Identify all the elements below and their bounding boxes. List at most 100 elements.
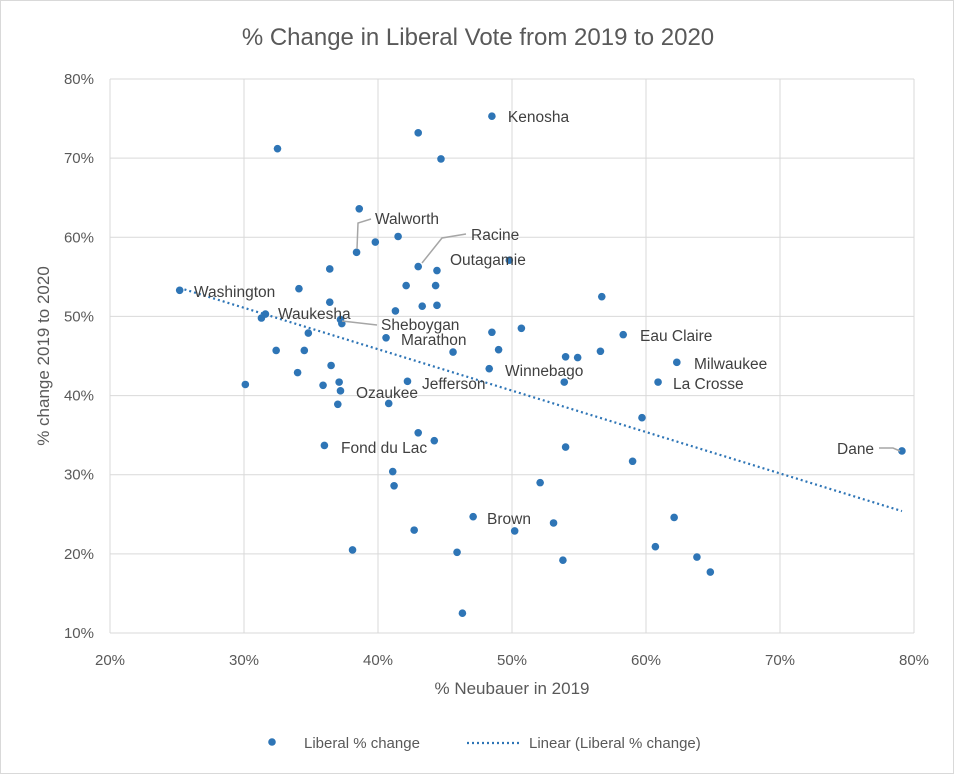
data-point bbox=[334, 400, 342, 409]
y-tick-label: 20% bbox=[64, 546, 94, 563]
data-point bbox=[319, 381, 327, 390]
data-point bbox=[320, 441, 329, 450]
data-point bbox=[384, 399, 393, 408]
data-point bbox=[355, 204, 364, 213]
point-label: Marathon bbox=[401, 332, 466, 349]
point-label: Brown bbox=[487, 511, 531, 528]
data-point bbox=[898, 447, 906, 455]
data-point bbox=[505, 256, 514, 265]
point-label: Milwaukee bbox=[694, 356, 767, 373]
data-point bbox=[469, 512, 477, 521]
data-point bbox=[573, 353, 582, 362]
label-leader-line bbox=[341, 320, 378, 326]
data-point bbox=[175, 286, 184, 295]
point-label: Sheboygan bbox=[381, 317, 459, 334]
data-point bbox=[510, 527, 519, 535]
data-point bbox=[619, 330, 628, 339]
linear-trendline bbox=[179, 286, 903, 513]
data-point bbox=[293, 368, 302, 377]
data-point bbox=[596, 347, 605, 356]
data-point bbox=[651, 542, 660, 551]
data-point bbox=[371, 238, 380, 246]
point-labels: Kenosha Walworth Racine Outagamie Washington… bbox=[194, 109, 901, 528]
point-label: Winnebago bbox=[505, 363, 583, 380]
data-point bbox=[414, 428, 423, 437]
y-tick-label: 30% bbox=[64, 467, 94, 484]
data-point bbox=[561, 443, 570, 451]
data-point bbox=[327, 361, 335, 370]
data-point bbox=[391, 307, 400, 315]
y-axis-ticks: 10% 20% 30% 40% 50% 60% 70% 80% bbox=[64, 71, 94, 642]
point-label: Racine bbox=[471, 227, 519, 244]
data-point bbox=[458, 609, 467, 618]
data-point bbox=[241, 380, 250, 389]
data-point bbox=[706, 568, 715, 576]
data-points bbox=[175, 112, 906, 618]
legend: Liberal % change Linear (Liberal % chang… bbox=[268, 735, 701, 752]
data-point bbox=[559, 556, 567, 564]
x-tick-label: 20% bbox=[95, 652, 125, 669]
chart-title: % Change in Liberal Vote from 2019 to 20… bbox=[242, 24, 714, 51]
data-point bbox=[654, 378, 662, 386]
y-tick-label: 50% bbox=[64, 308, 94, 325]
data-point bbox=[295, 284, 303, 293]
label-leader-line bbox=[879, 447, 901, 452]
y-tick-label: 60% bbox=[64, 229, 94, 246]
data-point bbox=[272, 346, 280, 355]
data-point bbox=[390, 481, 398, 490]
x-tick-label: 70% bbox=[765, 652, 795, 669]
data-point bbox=[402, 281, 410, 290]
point-label: Fond du Lac bbox=[341, 440, 427, 457]
data-point bbox=[388, 467, 397, 476]
gridlines bbox=[109, 78, 915, 634]
y-tick-label: 40% bbox=[64, 388, 94, 405]
legend-label-points: Liberal % change bbox=[304, 735, 420, 752]
data-point bbox=[348, 546, 357, 554]
x-tick-label: 80% bbox=[899, 652, 929, 669]
point-label: Kenosha bbox=[508, 109, 570, 126]
data-point bbox=[352, 248, 361, 257]
data-point bbox=[335, 378, 343, 386]
data-point bbox=[433, 266, 441, 275]
point-label: Washington bbox=[194, 284, 275, 301]
data-point bbox=[437, 155, 445, 163]
data-point bbox=[325, 298, 334, 306]
data-point bbox=[517, 324, 526, 333]
data-point bbox=[536, 478, 544, 487]
y-axis-title: % change 2019 to 2020 bbox=[34, 266, 53, 446]
y-tick-label: 70% bbox=[64, 150, 94, 167]
data-point bbox=[453, 548, 461, 557]
data-point bbox=[300, 346, 309, 355]
point-label: Dane bbox=[837, 441, 874, 458]
legend-label-trendline: Linear (Liberal % change) bbox=[529, 735, 701, 752]
x-tick-label: 30% bbox=[229, 652, 259, 669]
data-point bbox=[403, 377, 412, 386]
data-point bbox=[597, 292, 606, 301]
data-point bbox=[410, 526, 418, 534]
data-point bbox=[430, 436, 439, 445]
point-label: Outagamie bbox=[450, 252, 526, 269]
data-point bbox=[449, 348, 457, 356]
label-leader-line bbox=[421, 233, 467, 264]
data-point bbox=[693, 553, 701, 561]
y-tick-label: 80% bbox=[64, 71, 94, 88]
data-point bbox=[485, 364, 494, 373]
point-label: Eau Claire bbox=[640, 328, 712, 345]
point-label: Walworth bbox=[375, 211, 439, 228]
data-point bbox=[431, 281, 440, 290]
point-label: Ozaukee bbox=[356, 385, 418, 402]
data-point bbox=[494, 345, 503, 354]
data-point bbox=[394, 232, 402, 241]
data-point bbox=[382, 333, 390, 342]
data-point bbox=[273, 144, 282, 153]
x-tick-label: 40% bbox=[363, 652, 393, 669]
data-point bbox=[433, 301, 441, 310]
x-axis-ticks: 20% 30% 40% 50% 60% 70% 80% bbox=[95, 652, 929, 669]
data-point bbox=[325, 265, 334, 273]
x-tick-label: 60% bbox=[631, 652, 661, 669]
data-point bbox=[628, 457, 637, 466]
x-tick-label: 50% bbox=[497, 652, 527, 669]
data-point bbox=[418, 302, 427, 310]
y-tick-label: 10% bbox=[64, 625, 94, 642]
